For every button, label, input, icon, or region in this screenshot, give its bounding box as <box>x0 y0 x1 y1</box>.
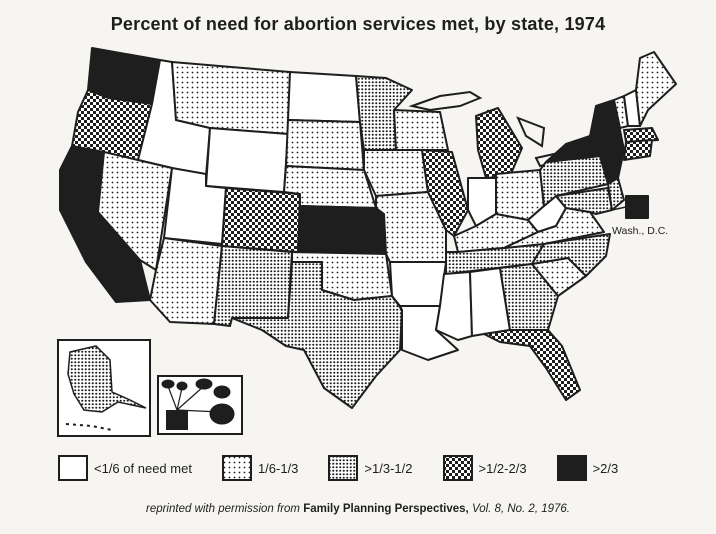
state-iowa <box>363 149 429 197</box>
legend-swatch-checker <box>442 455 473 481</box>
map-title: Percent of need for abortion services me… <box>110 14 606 34</box>
state-arizona <box>149 237 223 325</box>
state-north-dakota <box>287 71 361 123</box>
state-maryland <box>555 187 613 215</box>
state-montana <box>171 61 291 135</box>
state-south-dakota <box>285 119 365 171</box>
legend-swatch-white <box>58 455 88 481</box>
legend-label: >1/2-2/3 <box>478 460 527 476</box>
state-texas <box>231 261 403 409</box>
legend-item-one-sixth-to-one-third: 1/6-1/3 <box>221 455 299 481</box>
legend-label: 1/6-1/3 <box>257 460 299 476</box>
dc-label: Wash., D.C. <box>612 225 668 237</box>
state-connecticut-ri <box>623 139 653 161</box>
state-michigan <box>475 107 523 179</box>
legend-label: >2/3 <box>592 460 619 476</box>
state-georgia <box>499 263 559 331</box>
alaska-inset <box>57 339 151 437</box>
reprint-credit: reprinted with permission from Family Pl… <box>0 503 716 515</box>
state-new-mexico <box>213 245 293 327</box>
legend: <1/6 of need met 1/6-1/3 >1/3-1/2 >1/2-2… <box>58 455 618 481</box>
legend-item-half-to-two-thirds: >1/2-2/3 <box>442 455 527 481</box>
legend-item-under-one-sixth: <1/6 of need met <box>58 455 192 481</box>
legend-item-one-third-to-half: >1/3-1/2 <box>328 455 413 481</box>
dc-marker <box>625 195 649 219</box>
state-colorado <box>221 187 301 253</box>
state-alaska <box>67 345 147 413</box>
dc-leader-line <box>611 206 627 211</box>
state-kansas <box>297 205 387 255</box>
state-wisconsin <box>393 109 449 151</box>
legend-swatch-dense-dots <box>328 455 359 481</box>
state-arkansas <box>389 261 447 307</box>
state-nevada <box>97 151 173 271</box>
hawaii-marker <box>166 410 188 430</box>
credit-citation: Vol. 8, No. 2, 1976. <box>468 503 570 515</box>
hawaii-inset <box>157 375 243 435</box>
credit-prefix: reprinted with permission from <box>145 503 304 515</box>
legend-swatch-solid <box>556 455 587 481</box>
legend-label: >1/3-1/2 <box>364 460 413 476</box>
state-maine <box>635 51 677 127</box>
state-massachusetts <box>623 127 659 143</box>
legend-label: <1/6 of need met <box>94 460 192 476</box>
legend-item-over-two-thirds: >2/3 <box>556 455 619 481</box>
state-wyoming <box>205 127 289 193</box>
credit-publication: Family Planning Perspectives, <box>303 503 469 515</box>
state-florida <box>483 329 581 401</box>
legend-swatch-fine-dots <box>221 455 252 481</box>
